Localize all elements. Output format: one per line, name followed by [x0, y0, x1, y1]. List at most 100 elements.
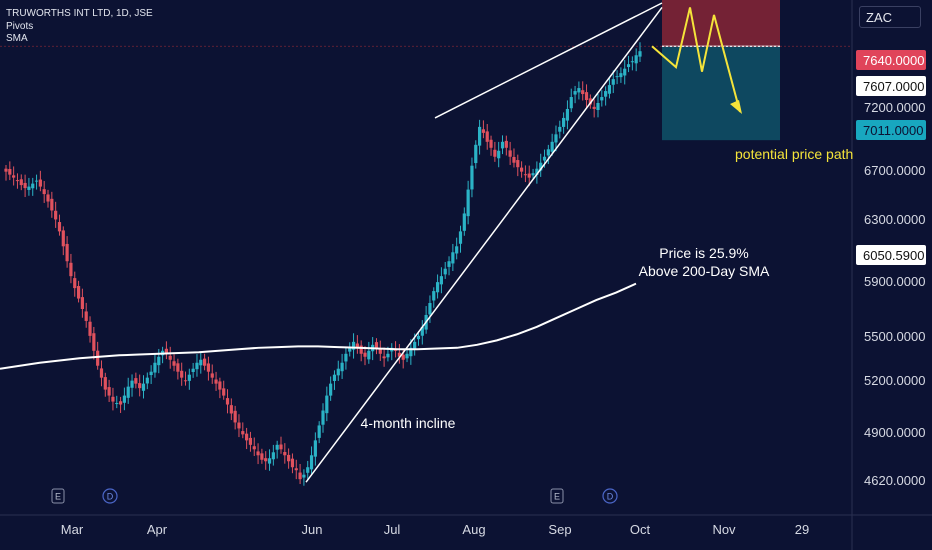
- candle-body: [172, 361, 176, 366]
- candle-body: [134, 378, 138, 384]
- candle-body: [382, 356, 386, 359]
- candle-body: [535, 168, 539, 175]
- candle-body: [413, 341, 417, 349]
- candle-body: [267, 458, 272, 464]
- candle-body: [214, 379, 218, 384]
- candle-body: [287, 454, 291, 462]
- candle-body: [397, 352, 401, 357]
- candle-body: [592, 106, 596, 109]
- x-tick-label: Sep: [548, 522, 571, 537]
- currency-selector[interactable]: ZAC: [859, 6, 921, 28]
- candle-body: [527, 173, 531, 178]
- x-tick-label: Nov: [712, 522, 736, 537]
- candle-body: [199, 359, 203, 366]
- price-badge-label: 7011.0000: [863, 123, 924, 138]
- candle-body: [443, 268, 447, 275]
- candle-body: [80, 297, 84, 309]
- candle-body: [195, 362, 199, 370]
- candle-body: [23, 182, 27, 189]
- candle-body: [584, 92, 589, 101]
- annotation-sma-line1: Price is 25.9%: [659, 245, 748, 261]
- candle-body: [378, 348, 382, 354]
- chart-legend: TRUWORTHS INT LTD, 1D, JSE Pivots SMA: [6, 8, 153, 46]
- candle-body: [332, 374, 337, 381]
- candle-body: [562, 117, 566, 127]
- candle-body: [61, 230, 65, 247]
- candle-body: [290, 458, 295, 468]
- candle-body: [8, 169, 12, 175]
- candle-body: [275, 444, 279, 450]
- profit-target-zone: [662, 46, 780, 141]
- candle-body: [638, 51, 642, 57]
- candle-body: [546, 149, 550, 156]
- candle-body: [225, 398, 230, 405]
- candle-body: [615, 76, 619, 78]
- candle-body: [340, 362, 344, 372]
- candle-body: [145, 377, 149, 384]
- candle-body: [309, 455, 314, 470]
- x-tick-label: 29: [795, 522, 809, 537]
- candle-body: [569, 97, 573, 109]
- candle-body: [57, 222, 62, 232]
- sma-200-line: [0, 282, 637, 370]
- candle-body: [115, 403, 119, 405]
- candle-body: [611, 79, 615, 85]
- candle-body: [466, 189, 470, 217]
- candle-body: [500, 141, 505, 149]
- dividend-marker: [102, 488, 118, 504]
- candle-body: [489, 139, 493, 148]
- candle-body: [122, 395, 126, 403]
- candle-body: [462, 213, 466, 231]
- price-badge-label: 7607.0000: [863, 79, 924, 94]
- candle-body: [516, 160, 520, 168]
- candle-body: [229, 405, 233, 414]
- dividend-marker: [602, 488, 618, 504]
- candle-body: [447, 261, 451, 267]
- candle-body: [4, 168, 8, 172]
- candle-body: [474, 144, 478, 164]
- candle-body: [542, 156, 547, 161]
- indicator-sma[interactable]: SMA: [6, 33, 28, 44]
- price-badge-label: 7640.0000: [863, 53, 924, 68]
- candle-body: [38, 179, 42, 187]
- candle-body: [405, 353, 409, 359]
- candle-body: [210, 373, 214, 378]
- candle-body: [485, 131, 489, 142]
- candle-body: [508, 150, 512, 157]
- x-tick-label: Mar: [61, 522, 84, 537]
- candle-body: [88, 321, 92, 336]
- price-badge: [856, 76, 926, 96]
- candle-body: [149, 371, 153, 376]
- candle-body: [581, 90, 585, 95]
- candle-body: [351, 341, 356, 350]
- projected-price-path: [651, 7, 741, 113]
- candle-body: [573, 91, 577, 95]
- candle-body: [118, 401, 123, 405]
- candle-body: [203, 358, 207, 366]
- candle-body: [19, 179, 23, 186]
- candle-body: [355, 343, 359, 348]
- candle-body: [455, 246, 459, 254]
- symbol-title[interactable]: TRUWORTHS INT LTD, 1D, JSE: [6, 8, 153, 19]
- candle-body: [336, 368, 340, 376]
- candle-body: [432, 291, 436, 301]
- candle-body: [69, 262, 73, 277]
- candle-body: [283, 452, 287, 456]
- candle-body: [46, 194, 50, 202]
- candle-body: [34, 180, 39, 182]
- candle-body: [141, 383, 146, 391]
- x-tick-label: Jul: [384, 522, 401, 537]
- candle-body: [76, 286, 81, 299]
- candle-body: [523, 174, 528, 176]
- candle-body: [279, 444, 283, 450]
- candle-body: [130, 380, 134, 388]
- candle-body: [550, 141, 554, 152]
- candle-body: [481, 129, 486, 133]
- candle-body: [99, 368, 104, 378]
- candle-body: [191, 368, 195, 372]
- candle-body: [65, 243, 69, 262]
- indicator-pivots[interactable]: Pivots: [6, 20, 34, 32]
- candle-body: [428, 303, 432, 315]
- candle-body: [477, 126, 482, 146]
